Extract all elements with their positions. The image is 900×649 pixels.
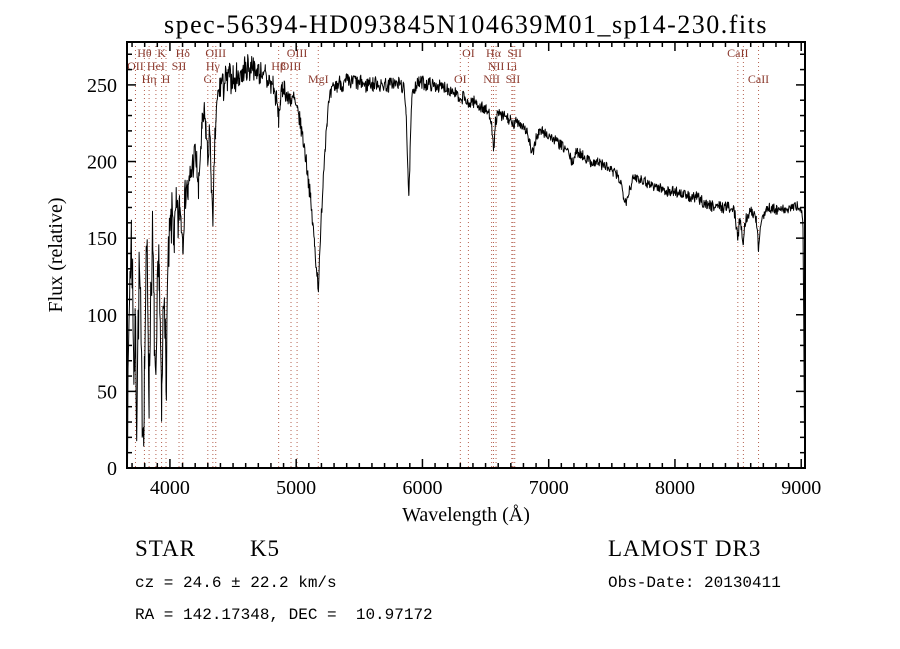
x-axis-label: Wavelength (Å) <box>402 504 530 526</box>
x-tick-label: 9000 <box>781 477 821 499</box>
spectral-line-label: SII <box>172 59 187 73</box>
y-axis-label: Flux (relative) <box>45 198 67 313</box>
spectral-line-label: CaII <box>748 72 769 86</box>
y-tick-label: 50 <box>97 381 117 403</box>
spectral-line-label: Hγ <box>206 59 221 73</box>
spectral-line-label: G <box>203 72 212 86</box>
spectral-line-label: Li <box>506 59 517 73</box>
spectral-line-label: Hβ <box>271 59 286 73</box>
spectral-line-label: NII <box>488 59 505 73</box>
object-class-label: STAR K5 <box>135 536 281 561</box>
spectral-line-label: OIII <box>287 46 308 60</box>
x-tick-label: 6000 <box>402 477 442 499</box>
plot-frame <box>126 41 806 469</box>
spectral-line-label: MgI <box>308 72 329 86</box>
y-tick-label: 250 <box>87 75 117 97</box>
survey-label: LAMOST DR3 <box>608 536 762 561</box>
spectral-line-label: OI <box>462 46 475 60</box>
spectral-line-label: OII <box>127 59 144 73</box>
y-tick-label: 150 <box>87 228 117 250</box>
spectral-line-label: OI <box>454 72 467 86</box>
cz-value: cz = 24.6 ± 22.2 km/s <box>135 574 337 592</box>
spectral-line-label: Hδ <box>176 46 191 60</box>
x-tick-label: 4000 <box>150 477 190 499</box>
spectrum-group <box>127 54 806 468</box>
ra-dec-value: RA = 142.17348, DEC = 10.97172 <box>135 606 433 624</box>
spectral-line-label: Hα <box>486 46 502 60</box>
axes-group: 4000 5000 6000 7000 8000 9000 0 50 100 150 200 250 <box>87 41 821 499</box>
obs-date: Obs-Date: 20130411 <box>608 574 781 592</box>
spectrum-line <box>127 54 806 468</box>
y-tick-label: 0 <box>107 458 117 480</box>
spectral-line-label: SII <box>506 72 521 86</box>
spectral-line-label: Hη <box>142 72 157 86</box>
spectral-line-label: CaII <box>727 46 748 60</box>
spectral-line-label: OIII <box>205 46 226 60</box>
spectral-line-label: NII <box>483 72 500 86</box>
spectral-line-label: HeI <box>147 59 165 73</box>
spectral-line-label: H <box>162 72 171 86</box>
spectral-line-label: OIII <box>281 59 302 73</box>
y-tick-label: 200 <box>87 152 117 174</box>
spectral-line-label: Hθ <box>137 46 152 60</box>
x-tick-label: 8000 <box>655 477 695 499</box>
plot-title: spec-56394-HD093845N104639M01_sp14-230.f… <box>164 10 768 39</box>
x-tick-label: 7000 <box>529 477 569 499</box>
spectral-line-label: K <box>157 46 166 60</box>
spectral-line-label: SII <box>507 46 522 60</box>
y-tick-label: 100 <box>87 305 117 327</box>
x-tick-label: 5000 <box>276 477 316 499</box>
